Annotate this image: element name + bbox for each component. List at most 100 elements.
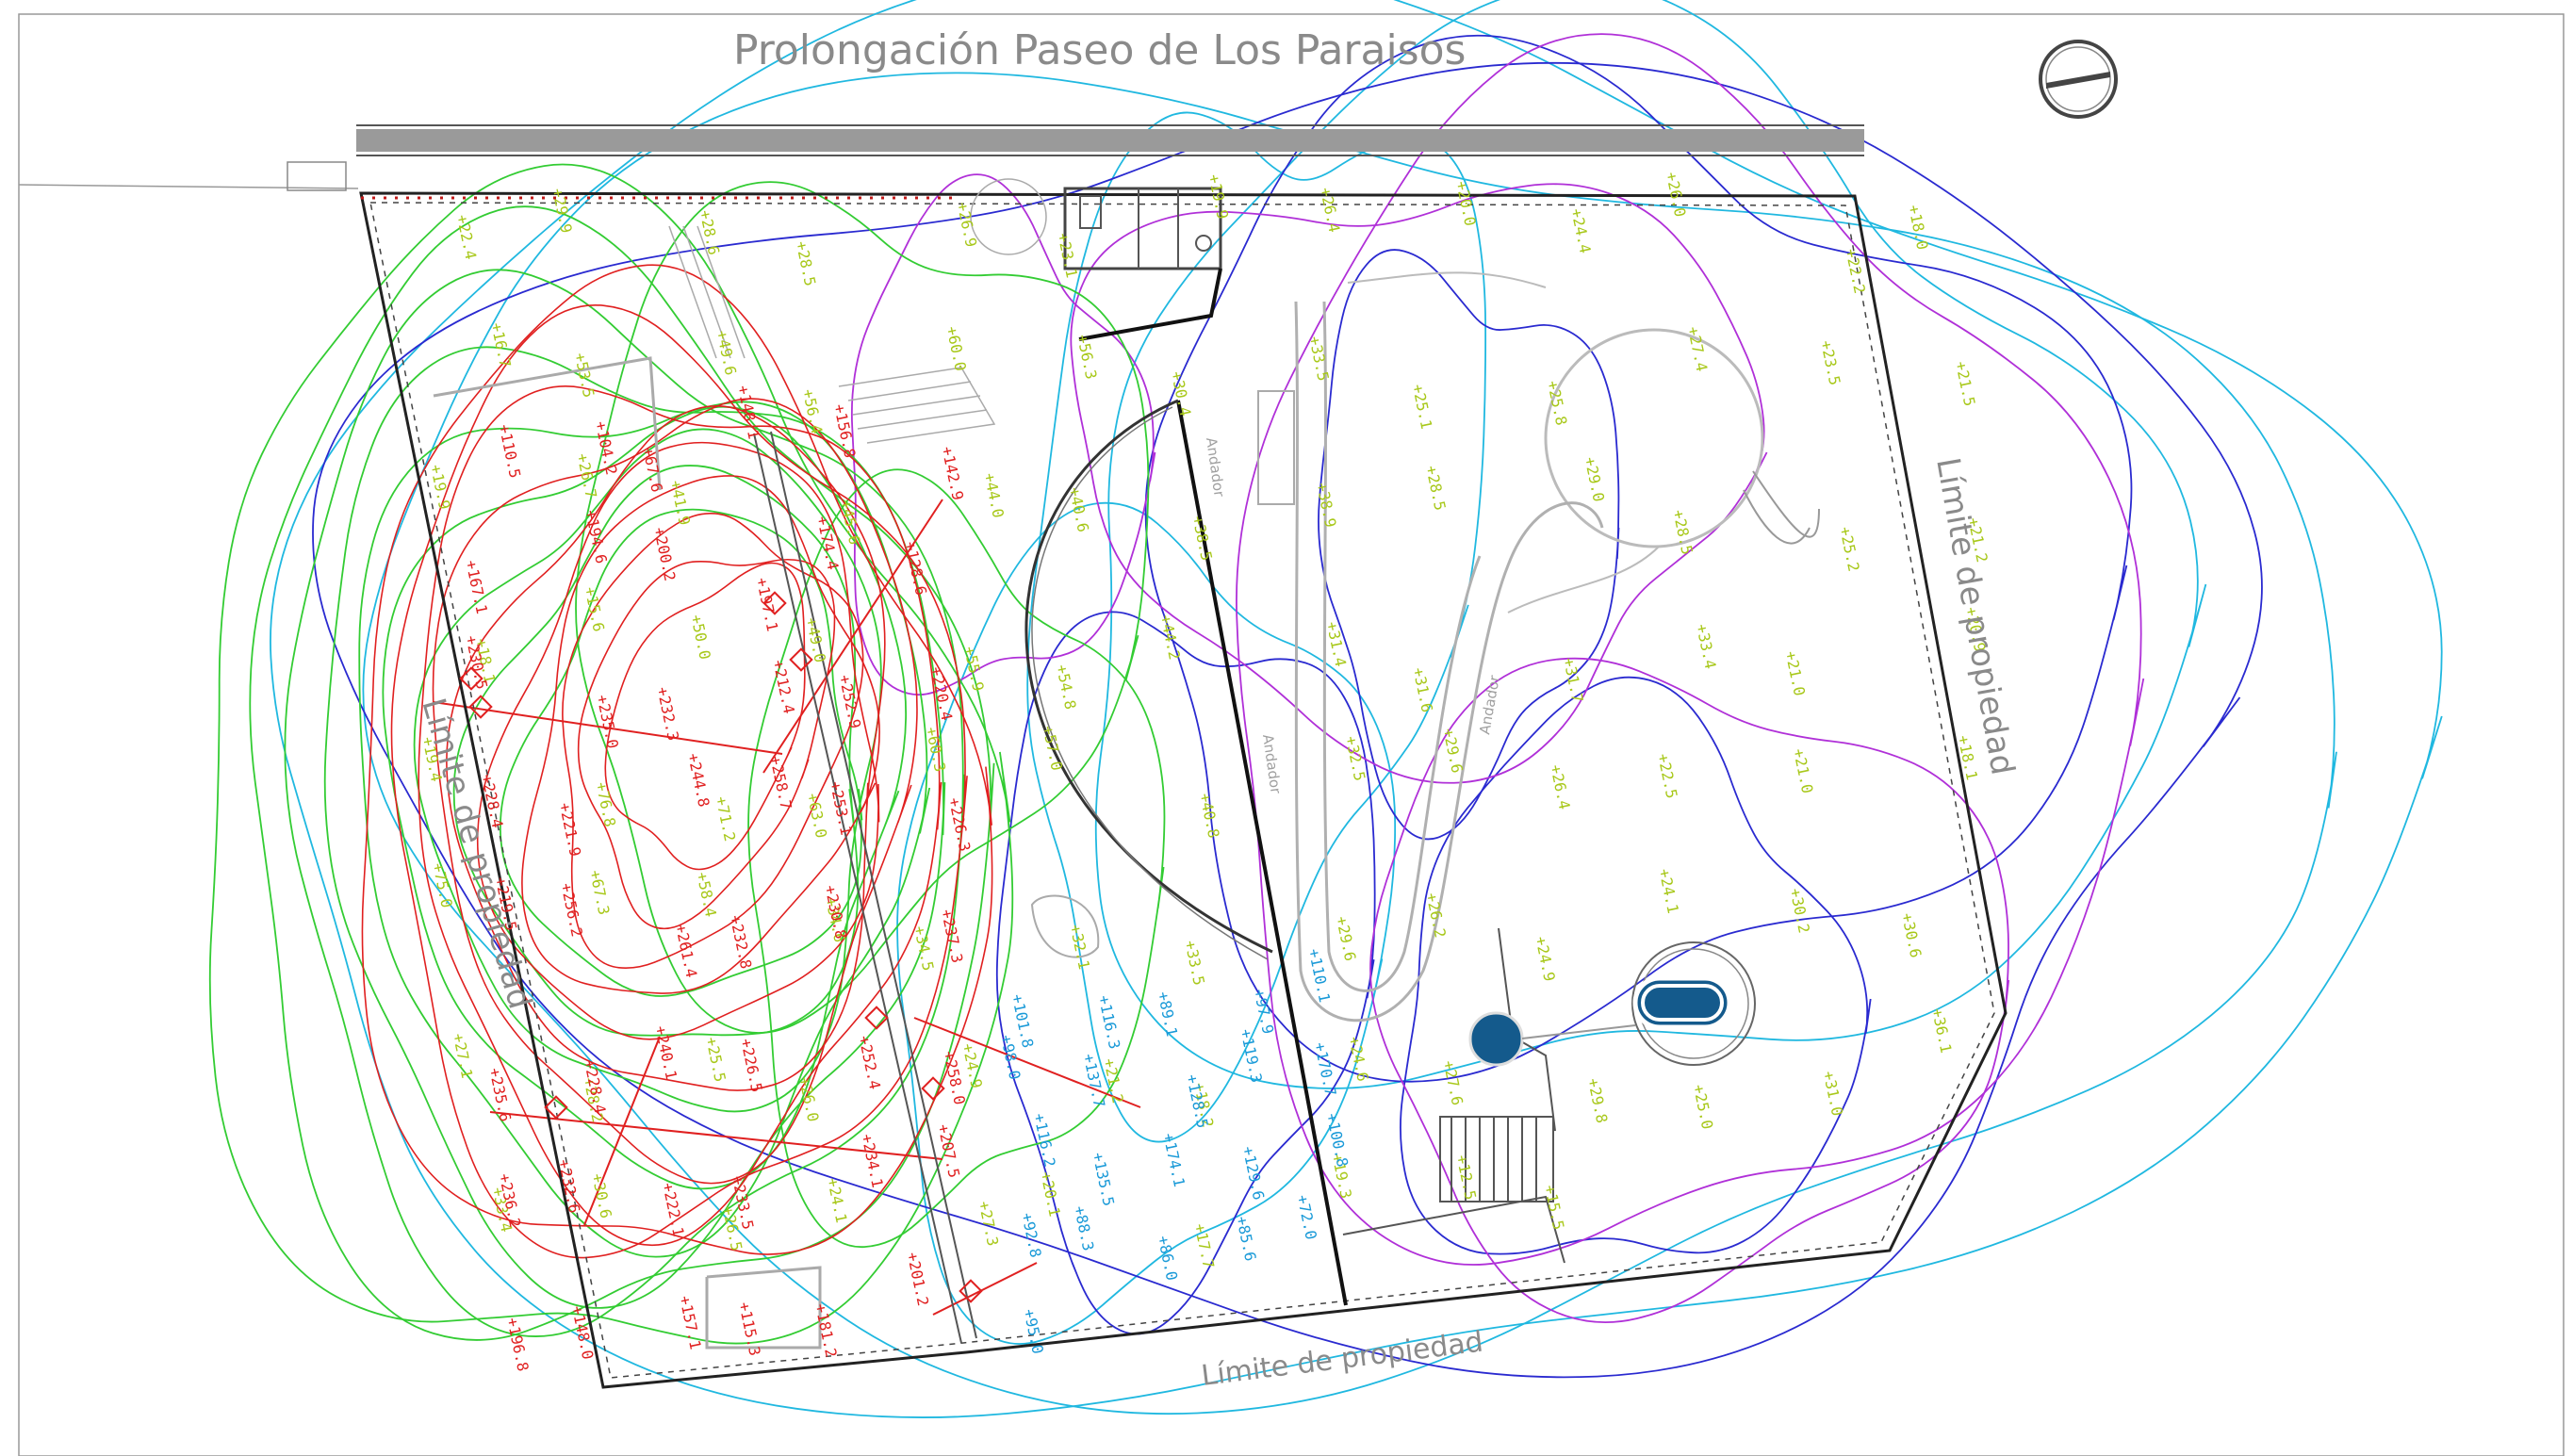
contour-line xyxy=(575,181,1150,1034)
elevation-point: +29.8 xyxy=(1584,1076,1612,1124)
contour-line xyxy=(362,72,2337,1415)
elevation-point: +72.0 xyxy=(1293,1193,1320,1241)
elevation-point: +30.6 xyxy=(1898,911,1926,959)
property-limit-east-label: Límite de propiedad xyxy=(1928,455,2022,778)
elevation-point: +30.4 xyxy=(1168,369,1195,417)
tree-marker xyxy=(921,1076,945,1101)
contour-line xyxy=(476,441,880,1040)
elevation-point: +56.4 xyxy=(799,387,827,435)
road xyxy=(18,124,1864,191)
contour-line xyxy=(1236,33,2145,1266)
elevation-point: +33.5 xyxy=(1181,939,1208,987)
elevation-point: +24.4 xyxy=(1567,206,1595,254)
contour-line xyxy=(1144,34,2133,1083)
elevation-point: +24.1 xyxy=(824,1176,851,1224)
contour-line xyxy=(270,0,2443,1418)
elevation-point: +26.2 xyxy=(1422,892,1450,940)
elevation-point: +60.0 xyxy=(942,324,970,372)
elevation-point: +28.5 xyxy=(1422,464,1450,512)
elevation-point: +19.9 xyxy=(1205,172,1232,221)
survey-line xyxy=(932,1262,1038,1316)
elevation-point: +71.2 xyxy=(713,794,740,843)
elevation-point: +167.1 xyxy=(462,559,491,615)
contour-line xyxy=(390,303,968,1259)
elevation-point: +27.4 xyxy=(1684,325,1712,373)
elevation-point: +32.1 xyxy=(1066,923,1093,971)
elevation-point: +197.1 xyxy=(753,576,782,632)
road-name-label: Prolongación Paseo de Los Paraisos xyxy=(733,26,1466,74)
contour-line xyxy=(604,562,806,871)
contour-line xyxy=(432,398,918,1185)
andador-label-2: Andador xyxy=(1259,733,1285,795)
elevation-point: +95.0 xyxy=(1020,1307,1047,1355)
elevation-point: +31.0 xyxy=(1820,1070,1847,1118)
elevation-point: +104.2 xyxy=(592,419,621,476)
elevation-point: +32.5 xyxy=(1342,734,1369,782)
elevation-point: +21.0 xyxy=(1790,747,1817,795)
contour-line xyxy=(995,611,1376,1335)
elevation-point: +232.6 xyxy=(555,1157,584,1214)
elevation-point: +142.9 xyxy=(938,445,967,501)
elevation-point: +240.1 xyxy=(651,1024,680,1081)
elevation-point: +76.8 xyxy=(592,780,619,828)
elevation-point: +36.1 xyxy=(1928,1006,1956,1055)
elevation-point: +252.4 xyxy=(855,1034,884,1090)
elevation-point: +21.5 xyxy=(1952,360,1979,408)
survey-line xyxy=(913,1017,1141,1108)
elevation-point: +128.6 xyxy=(901,540,930,597)
pool-small xyxy=(1468,1011,1524,1067)
property-boundary xyxy=(359,191,2008,1389)
elevation-point: +88.3 xyxy=(1071,1204,1098,1252)
elevation-point: +17.7 xyxy=(1190,1222,1218,1270)
site-structures xyxy=(433,178,1820,1350)
elevation-point: +258.7 xyxy=(766,754,795,810)
elevation-point: +200.2 xyxy=(650,526,680,582)
elevation-point: +24.9 xyxy=(1532,935,1559,983)
contour-line xyxy=(521,475,880,994)
elevation-point: +29.6 xyxy=(1439,727,1467,775)
tree-marker xyxy=(459,666,483,691)
contour-line xyxy=(284,269,966,1337)
elevation-point: +26.9 xyxy=(954,201,981,249)
elevation-point: +31.4 xyxy=(1323,620,1351,668)
contour-line xyxy=(312,61,2263,1379)
elevation-point: +44.0 xyxy=(980,471,1008,519)
drawing-frame xyxy=(18,13,2565,1456)
elevation-point: +23.1 xyxy=(1054,231,1081,279)
contour-line xyxy=(446,405,886,1091)
elevation-point: +28.5 xyxy=(1669,508,1696,556)
elevation-point: +49.0 xyxy=(802,616,829,664)
elevation-point: +41.9 xyxy=(666,479,694,527)
elevation-point: +25.0 xyxy=(1690,1083,1717,1131)
elevation-point: +33.4 xyxy=(1693,622,1720,670)
elevation-point: +232.8 xyxy=(727,913,756,970)
elevation-point: +33.5 xyxy=(1305,335,1333,383)
elevation-point: +235.6 xyxy=(485,1066,515,1122)
elevation-point: +38.9 xyxy=(1313,481,1340,529)
elevation-point: +129.6 xyxy=(1239,1145,1269,1202)
elevation-point: +26.0 xyxy=(795,1075,823,1123)
elevation-point: +54.8 xyxy=(1053,663,1080,711)
elevation-point: +27.1 xyxy=(450,1032,477,1080)
bathroom-building xyxy=(1063,187,1222,270)
elevation-point: +196.8 xyxy=(503,1316,533,1372)
contour-line xyxy=(1094,0,2207,1089)
elevation-point: +40.6 xyxy=(1065,485,1092,533)
elevation-point: +19.9 xyxy=(427,463,454,511)
elevation-point: +26.4 xyxy=(1547,763,1574,811)
elevation-point: +22.4 xyxy=(453,213,481,261)
elevation-point: +15.5 xyxy=(1541,1184,1568,1232)
elevation-point: +89.1 xyxy=(1155,990,1182,1038)
elevation-point: +237.3 xyxy=(938,908,967,964)
elevation-point: +29.6 xyxy=(1333,914,1360,962)
elevation-point: +25.1 xyxy=(1409,383,1436,431)
survey-line xyxy=(583,1036,661,1226)
andador-label-1: Andador xyxy=(1203,436,1228,499)
elevation-point: +18.0 xyxy=(1905,204,1932,252)
elevation-point: +232.3 xyxy=(653,685,682,742)
elevation-point: +226.3 xyxy=(945,796,975,853)
elevation-point: +31.7 xyxy=(1560,656,1587,704)
elevation-point: +226.5 xyxy=(737,1037,766,1093)
elevation-point: +234.1 xyxy=(858,1132,887,1188)
contour-line xyxy=(850,173,1156,696)
